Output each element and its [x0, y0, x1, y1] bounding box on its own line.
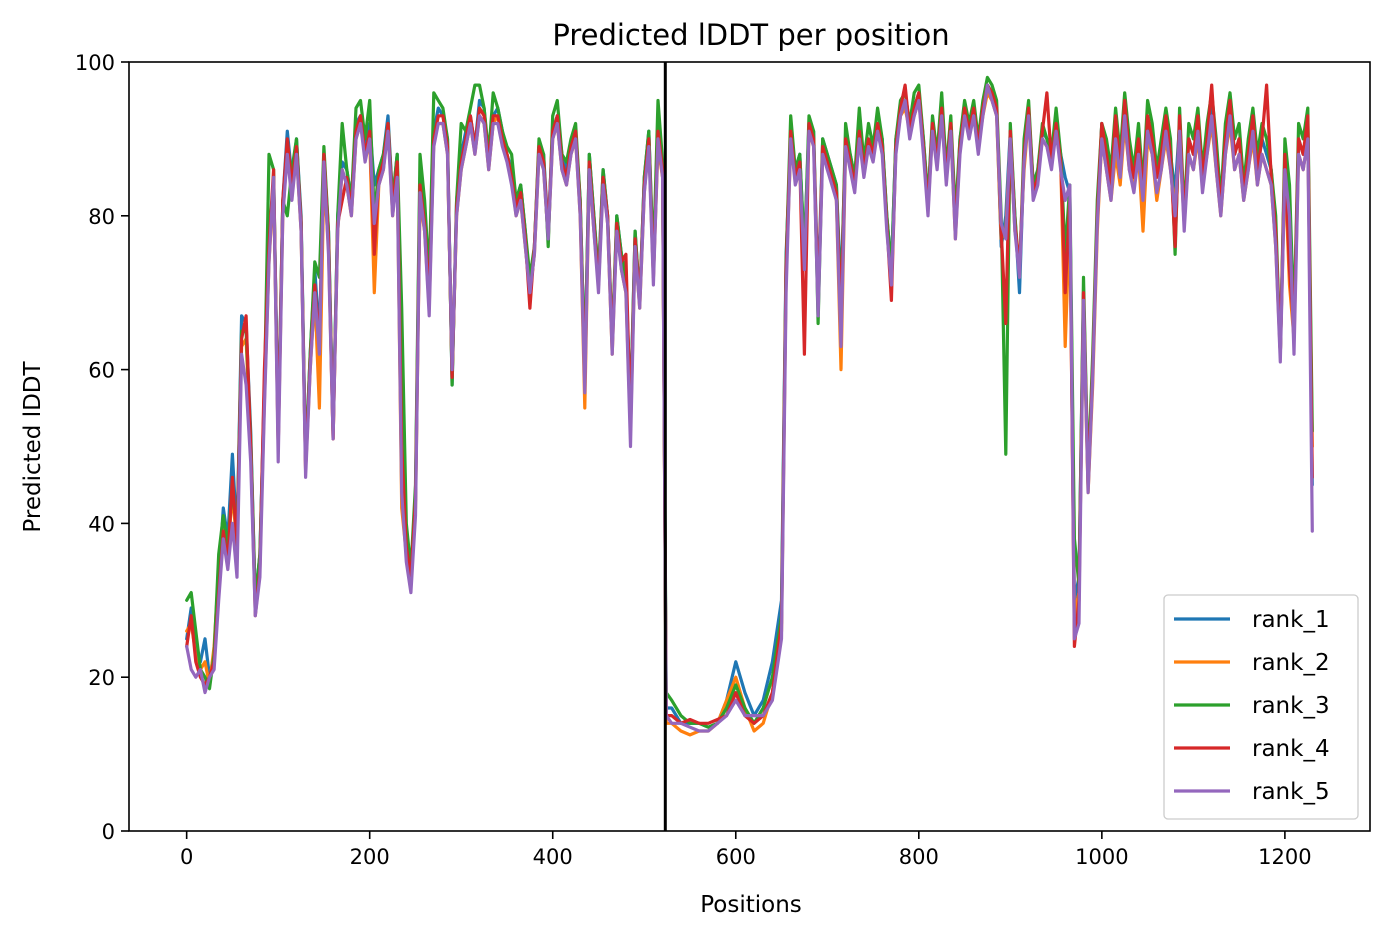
x-axis-label: Positions [700, 892, 802, 918]
y-tick-label: 100 [75, 51, 115, 75]
legend-label: rank_2 [1252, 650, 1330, 676]
x-tick-label: 600 [716, 845, 756, 869]
y-tick-label: 80 [88, 205, 115, 229]
legend: rank_1 rank_2 rank_3 rank_4 rank_5 [1163, 594, 1359, 820]
x-tick-label: 200 [350, 845, 390, 869]
y-tick-label: 20 [88, 666, 115, 690]
x-tick-label: 400 [533, 845, 573, 869]
x-tick-label: 1200 [1258, 845, 1311, 869]
y-tick-label: 60 [88, 359, 115, 383]
legend-label: rank_4 [1252, 736, 1330, 762]
x-tick-label: 0 [180, 845, 193, 869]
x-axis-ticks: 0 200 400 600 800 1000 1200 [180, 831, 1312, 869]
y-tick-label: 40 [88, 512, 115, 536]
y-tick-label: 0 [102, 820, 115, 844]
legend-label: rank_1 [1252, 607, 1330, 633]
plot-area-frame [128, 61, 1371, 832]
y-axis-ticks: 0 20 40 60 80 100 [75, 51, 129, 844]
series-layer [185, 75, 1314, 737]
legend-box [1163, 594, 1359, 820]
legend-label: rank_3 [1252, 693, 1330, 719]
legend-label: rank_5 [1252, 779, 1330, 805]
series-line-rank-5 [185, 83, 1314, 733]
chart-title: Predicted lDDT per position [552, 18, 949, 52]
x-tick-label: 1000 [1075, 845, 1128, 869]
y-axis-label: Predicted lDDT [20, 360, 46, 532]
x-tick-label: 800 [899, 845, 939, 869]
